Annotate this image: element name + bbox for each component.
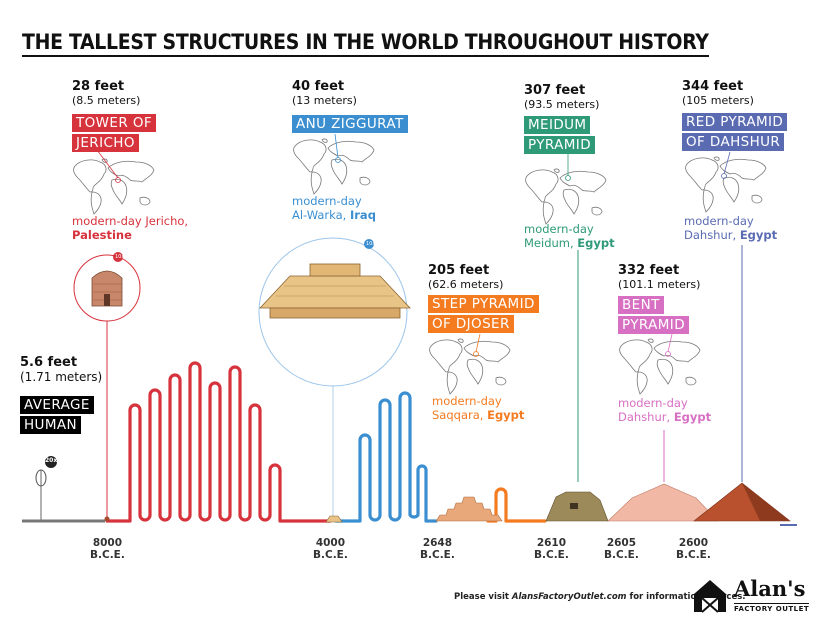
human-label: AVERAGE HUMAN <box>20 396 94 436</box>
world-map-bent <box>619 338 701 395</box>
logo-name: Alan's <box>734 576 806 601</box>
world-map-jericho <box>73 158 155 215</box>
djoser-height: 205 feet (62.6 meters) <box>428 263 504 292</box>
date-2610: 2610 B.C.E. <box>534 537 569 561</box>
human-scale-icon <box>35 456 57 520</box>
human-meters: (1.71 meters) <box>20 370 103 384</box>
red-pyramid-location: modern-day Dahshur, Egypt <box>684 214 778 242</box>
red-pyramid-label: RED PYRAMID OF DAHSHUR <box>682 113 788 153</box>
bent-height: 332 feet (101.1 meters) <box>618 263 701 292</box>
bent-label: BENT PYRAMID <box>618 296 689 336</box>
date-2648: 2648 B.C.E. <box>420 537 455 561</box>
world-map-djoser <box>429 338 511 395</box>
djoser-location: modern-day Saqqara, Egypt <box>432 394 525 422</box>
wave-orange <box>486 487 547 523</box>
jericho-location: modern-day Jericho, Palestine <box>72 214 189 242</box>
jericho-zoom <box>73 252 141 322</box>
footer-site-link[interactable]: AlansFactoryOutlet.com <box>511 592 627 602</box>
date-8000: 8000 B.C.E. <box>90 537 125 561</box>
meidum-label: MEIDUM PYRAMID <box>524 116 595 156</box>
ziggurat-height: 40 feet (13 meters) <box>292 79 357 108</box>
djoser-label: STEP PYRAMID OF DJOSER <box>428 295 539 335</box>
human-feet: 5.6 feet <box>20 355 78 370</box>
human-height: 5.6 feet (1.71 meters) <box>20 355 103 385</box>
ziggurat-label: ANU ZIGGURAT <box>292 115 408 135</box>
jericho-scale-badge: 10x <box>115 254 125 260</box>
footer-note: Please visit AlansFactoryOutlet.com for … <box>454 592 746 602</box>
barn-icon <box>694 580 726 613</box>
date-2600: 2600 B.C.E. <box>676 537 711 561</box>
world-map-ziggurat <box>293 138 375 195</box>
meidum-location: modern-day Meidum, Egypt <box>524 222 615 250</box>
date-4000: 4000 B.C.E. <box>313 537 348 561</box>
bent-location: modern-day Dahshur, Egypt <box>618 396 712 424</box>
page-title: THE TALLEST STRUCTURES IN THE WORLD THRO… <box>22 30 709 57</box>
human-scale-badge: 20x <box>45 457 58 464</box>
ziggurat-scale-badge: 10x <box>366 241 376 247</box>
wave-red <box>105 361 332 523</box>
red-pyramid <box>693 482 791 522</box>
meidum-pyramid <box>545 491 609 522</box>
world-map-red-pyramid <box>685 156 767 213</box>
alans-logo: Alan's FACTORY OUTLET <box>690 576 810 618</box>
wave-blue <box>334 391 438 523</box>
meidum-height: 307 feet (93.5 meters) <box>524 83 600 112</box>
logo-subtitle: FACTORY OUTLET <box>734 603 810 613</box>
ziggurat-zoom <box>258 237 411 518</box>
jericho-height: 28 feet (8.5 meters) <box>72 79 141 108</box>
jericho-label: TOWER OF JERICHO <box>72 114 157 154</box>
ziggurat-location: modern-day Al-Warka, Iraq <box>292 194 376 222</box>
date-2605: 2605 B.C.E. <box>604 537 639 561</box>
red-pyramid-height: 344 feet (105 meters) <box>682 79 754 108</box>
step-pyramid-djoser <box>435 496 503 522</box>
